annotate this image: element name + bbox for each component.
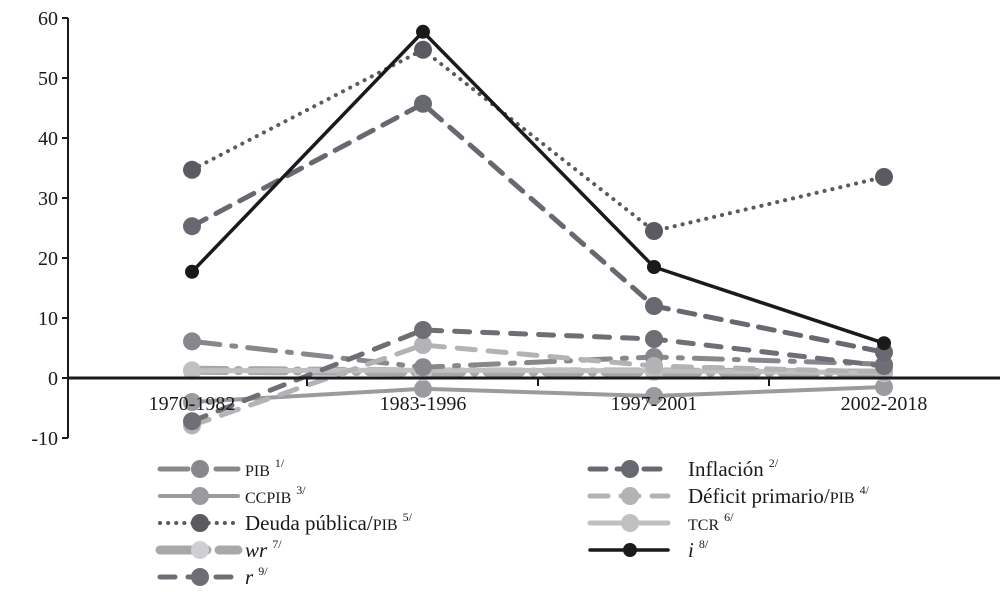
series-line: [190, 385, 886, 404]
x-tick-label: 2002-2018: [841, 393, 928, 415]
data-point: [875, 168, 893, 186]
legend-item: Inflación 2/: [587, 456, 779, 481]
legend-swatch-marker: [191, 514, 209, 532]
y-tick-label: 0: [48, 368, 58, 390]
legend-label-text: TCR: [688, 517, 719, 534]
data-point: [875, 378, 893, 396]
data-point: [183, 217, 201, 236]
legend-note: 3/: [296, 483, 306, 497]
y-tick-label: 10: [38, 308, 58, 330]
y-tick-label: 40: [38, 128, 58, 150]
legend-swatch-marker: [191, 487, 209, 505]
legend-swatch-marker: [191, 568, 209, 586]
data-point: [645, 357, 663, 375]
legend-label: Déficit primario/PIB 4/: [688, 483, 870, 508]
series-line: [189, 338, 887, 370]
legend-item: Déficit primario/PIB 4/: [587, 483, 870, 508]
data-point: [414, 94, 432, 113]
legend-item: r 9/: [157, 564, 268, 589]
legend-swatch-marker: [623, 543, 637, 557]
legend-note: 9/: [258, 564, 268, 578]
x-tick-label: 1983-1996: [380, 393, 467, 415]
legend-label-text: PIB: [830, 490, 855, 507]
legend-note: 1/: [275, 456, 285, 470]
legend-label: r 9/: [245, 564, 268, 589]
legend-item: CCPIB 3/: [158, 483, 306, 507]
legend-label-text: PIB: [373, 517, 398, 534]
legend-note: 8/: [699, 537, 709, 551]
series-inflaci-n: [183, 94, 893, 362]
legend-item: TCR 6/: [587, 510, 734, 534]
y-tick-label: 60: [38, 8, 58, 30]
x-tick-label: 1997-2001: [611, 393, 698, 415]
legend: PIB 1/Inflación 2/CCPIB 3/Déficit primario/…: [155, 456, 870, 589]
legend-swatch-marker: [191, 460, 209, 478]
legend-label: PIB 1/: [245, 456, 285, 480]
legend-note: 4/: [860, 483, 870, 497]
legend-label-text: i: [688, 538, 694, 562]
data-point: [414, 379, 432, 398]
legend-label: i 8/: [688, 537, 709, 562]
legend-item: Deuda pública/PIB 5/: [158, 510, 413, 535]
legend-item: i 8/: [588, 537, 709, 562]
legend-swatch-marker: [191, 541, 209, 559]
series-line: [190, 47, 886, 234]
y-tick-label: 30: [38, 188, 58, 210]
data-point: [877, 336, 891, 351]
legend-label: CCPIB 3/: [245, 483, 306, 507]
legend-note: 7/: [272, 537, 282, 551]
series-ccpib: [183, 378, 893, 411]
data-point: [183, 160, 201, 179]
legend-label-text: r: [245, 565, 254, 589]
data-point: [647, 260, 661, 274]
series-layer: [183, 24, 893, 435]
data-point: [416, 24, 430, 39]
data-point: [183, 361, 201, 380]
legend-item: PIB 1/: [157, 456, 285, 480]
data-point: [645, 387, 663, 405]
data-point: [875, 357, 893, 375]
data-point: [414, 321, 432, 339]
series-deuda-p-blica-pib: [183, 40, 893, 240]
data-point: [645, 330, 663, 348]
legend-label: TCR 6/: [688, 510, 734, 534]
legend-note: 2/: [769, 456, 779, 470]
series-line: [189, 367, 887, 376]
data-point: [645, 297, 663, 315]
data-point: [414, 358, 432, 377]
data-point: [183, 393, 201, 411]
legend-label-text: CCPIB: [245, 490, 291, 507]
legend-label-text: Deuda pública/: [245, 511, 373, 535]
legend-item: wr 7/: [155, 537, 282, 562]
legend-label-text: PIB: [245, 463, 270, 480]
series-line: [189, 327, 887, 424]
legend-label-text: wr: [245, 538, 268, 562]
legend-label-text: Déficit primario/: [688, 484, 830, 508]
data-point: [414, 40, 432, 59]
legend-swatch-marker: [621, 514, 639, 532]
series-i: [185, 24, 891, 351]
legend-label: Inflación 2/: [688, 456, 779, 481]
y-tick-label: 20: [38, 248, 58, 270]
data-point: [185, 264, 199, 279]
data-point: [183, 332, 201, 351]
y-tick-label: 50: [38, 68, 58, 90]
data-point: [183, 412, 201, 431]
legend-label-text: Inflación: [688, 457, 764, 481]
x-tick-label: 1970-1982: [149, 393, 236, 415]
legend-swatch-marker: [621, 487, 639, 505]
axes: -10 0 10 20 30 40 50 60 1970-1982 1983-1996 1997-2…: [31, 8, 1000, 450]
data-point: [645, 222, 663, 240]
series-line: [189, 100, 887, 355]
series-r: [183, 321, 893, 431]
series-line: [190, 29, 886, 345]
y-tick-label: -10: [31, 428, 58, 450]
legend-swatch-marker: [621, 460, 639, 478]
legend-note: 6/: [724, 510, 734, 524]
legend-label: wr 7/: [245, 537, 282, 562]
legend-label: Deuda pública/PIB 5/: [245, 510, 413, 535]
data-point: [414, 336, 432, 354]
legend-note: 5/: [403, 510, 413, 524]
